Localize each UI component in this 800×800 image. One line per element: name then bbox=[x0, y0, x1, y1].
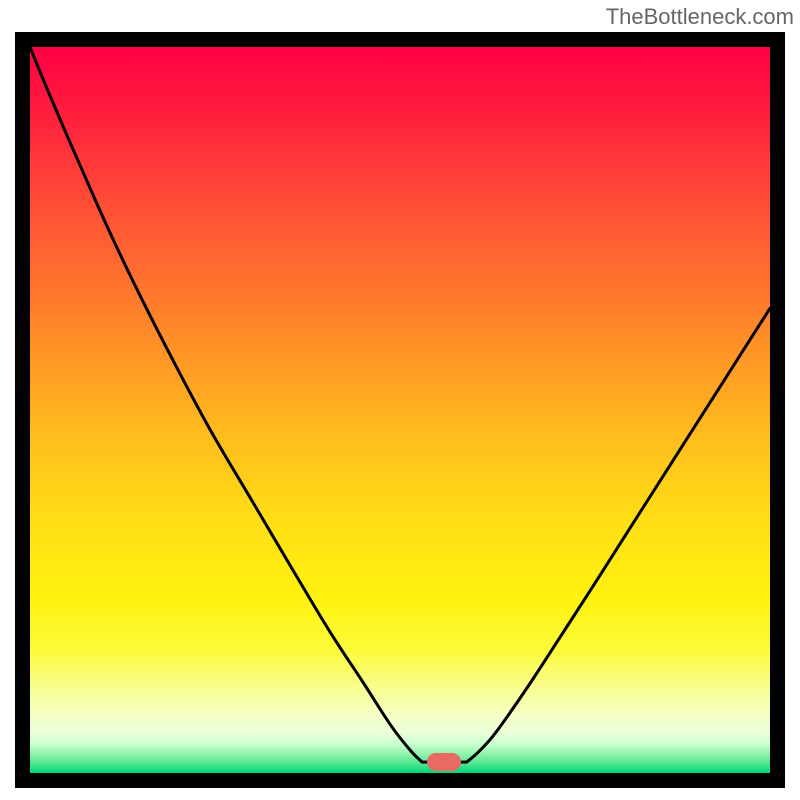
bottleneck-gradient bbox=[30, 47, 770, 773]
chart-container: TheBottleneck.com bbox=[0, 0, 800, 800]
frame-right bbox=[770, 32, 785, 788]
optimal-point-marker bbox=[427, 753, 461, 771]
plot-area bbox=[30, 47, 770, 773]
attribution-text: TheBottleneck.com bbox=[606, 4, 794, 30]
frame-left bbox=[15, 32, 30, 788]
frame-bottom bbox=[15, 773, 785, 788]
frame-top bbox=[15, 32, 785, 47]
